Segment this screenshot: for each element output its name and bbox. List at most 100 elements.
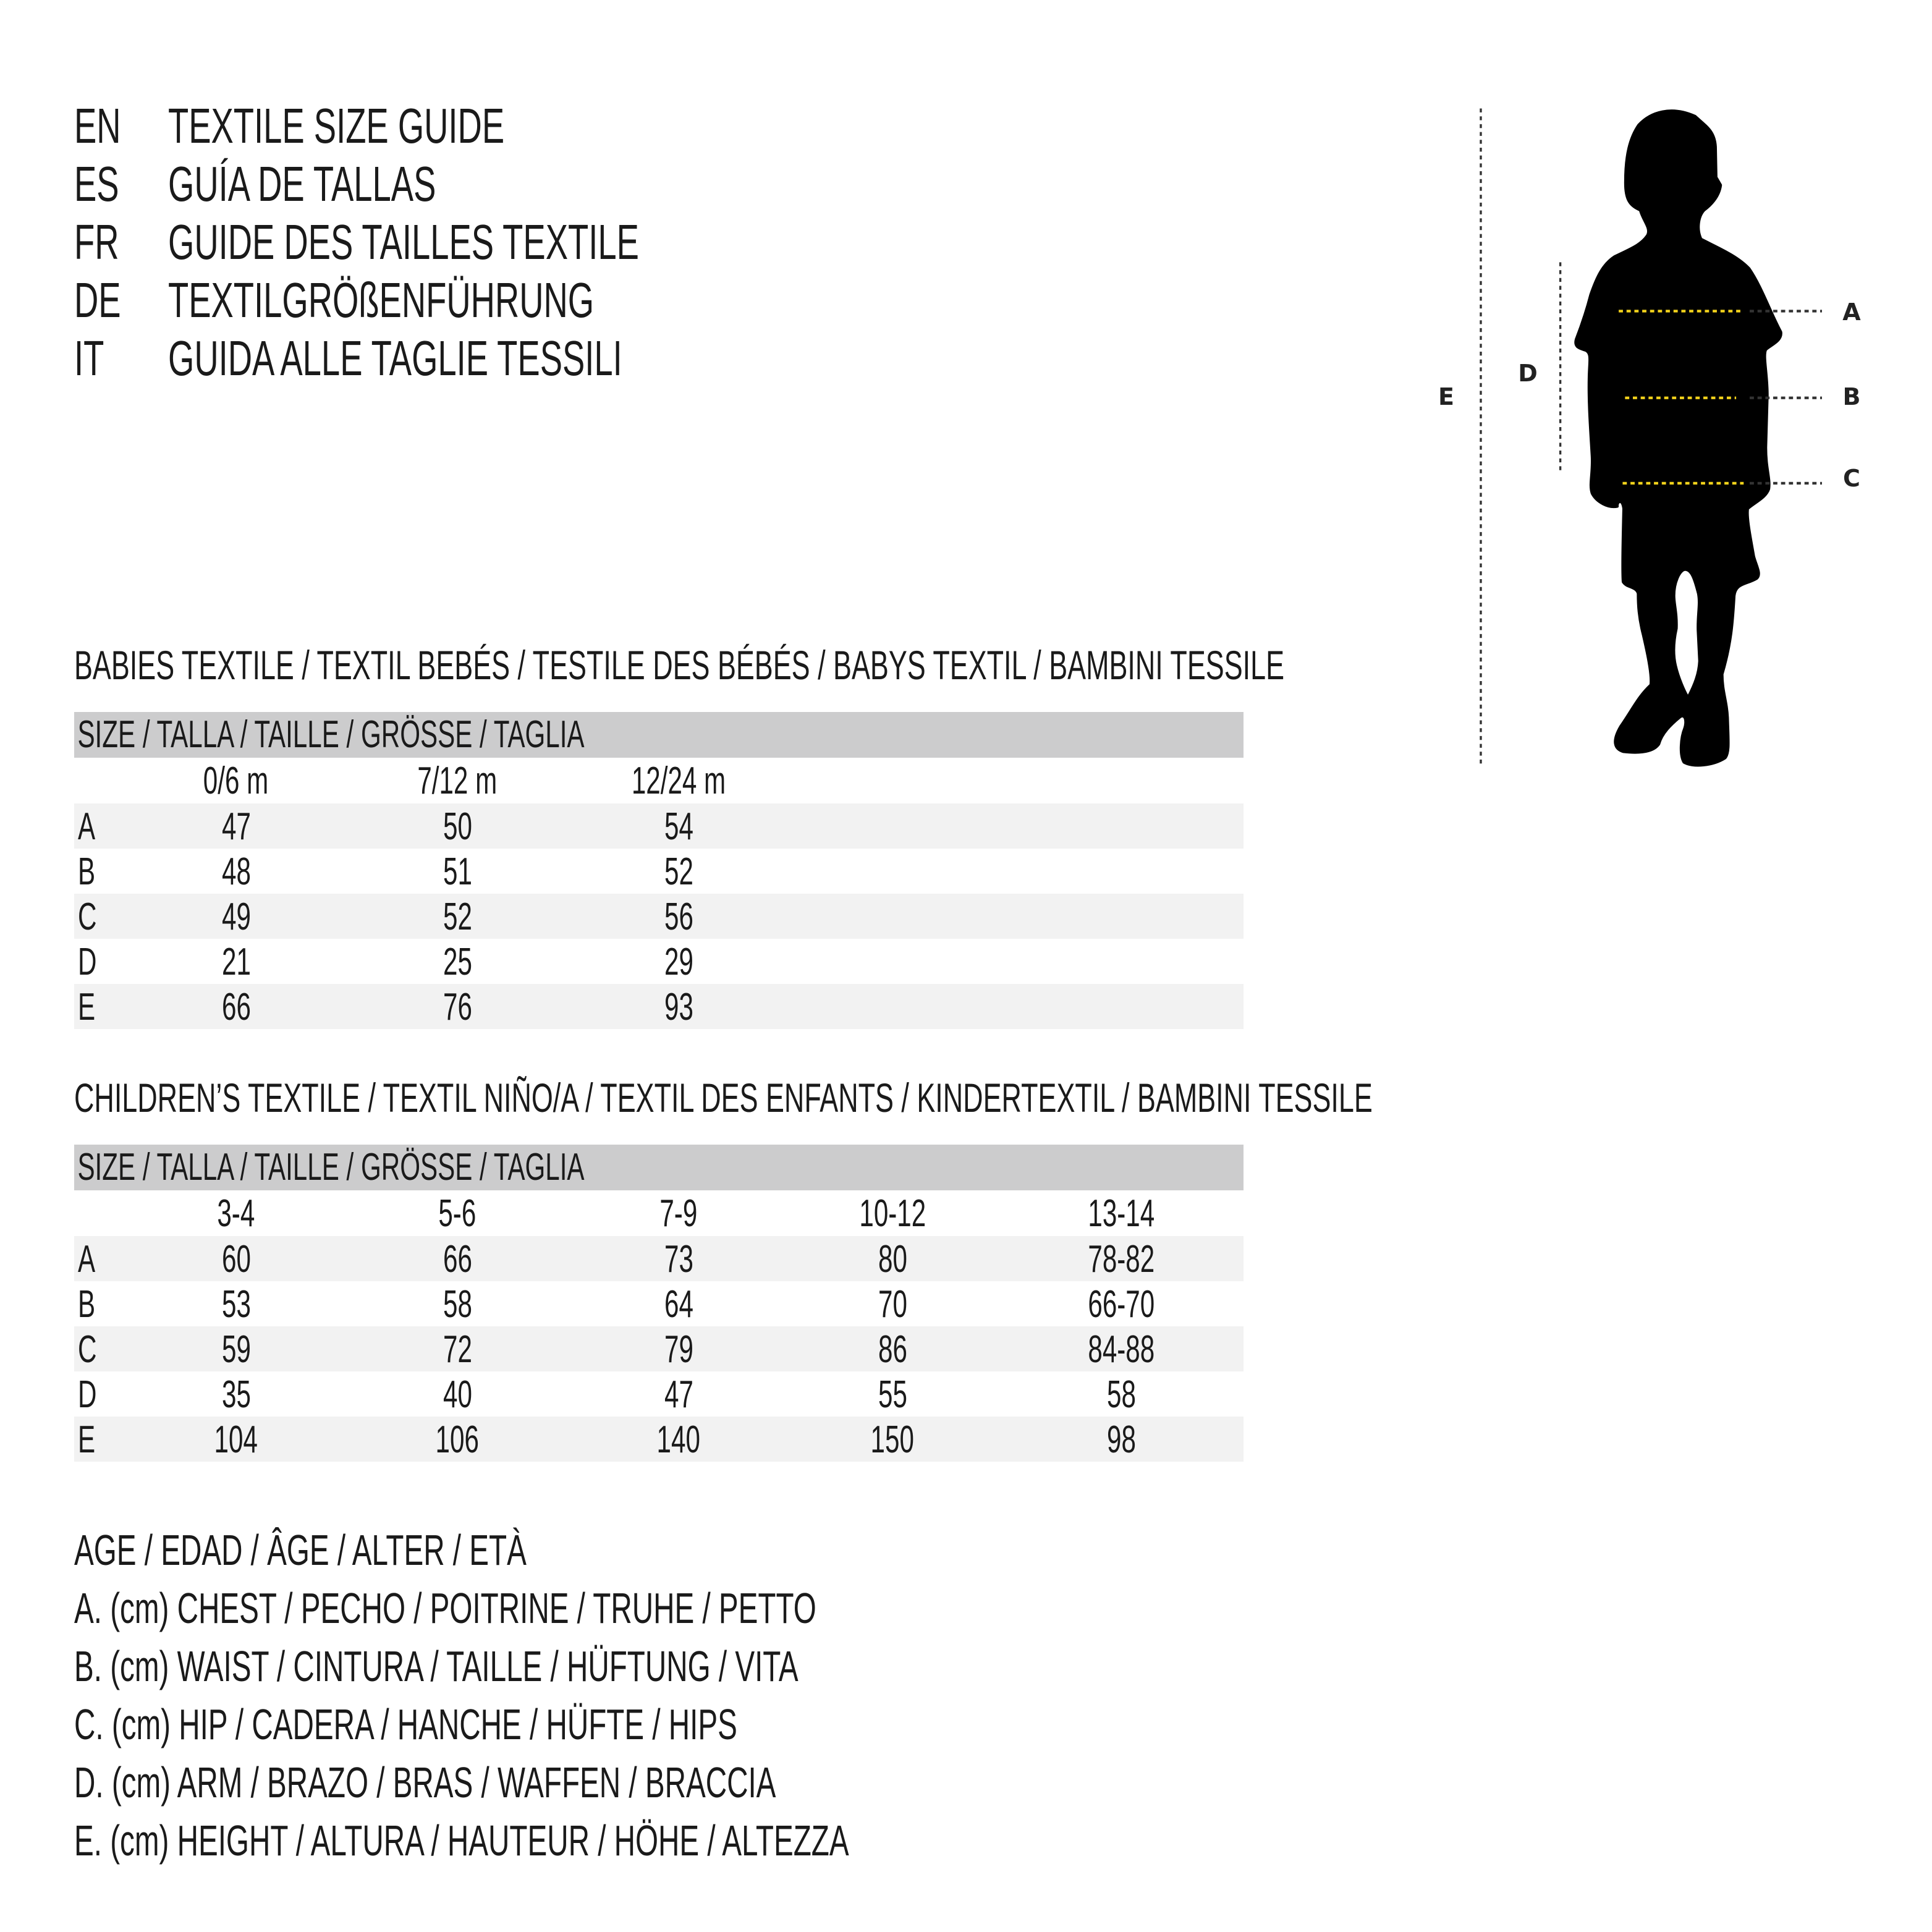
table-cell: 66 <box>365 1236 550 1281</box>
row-label-text: B <box>78 850 96 893</box>
cell-text: 66-70 <box>1088 1283 1155 1326</box>
table-cell: 25 <box>365 939 550 984</box>
column-header: 13-14 <box>1028 1190 1214 1235</box>
column-header-row: 0/6 m 7/12 m 12/24 m <box>74 758 1244 803</box>
cell-text: 25 <box>443 941 472 983</box>
label-b: B <box>1842 383 1861 410</box>
table-cell: 140 <box>586 1417 771 1462</box>
title-text: GUIDE DES TAILLES TEXTILE <box>168 214 639 269</box>
row-label-text: C <box>78 896 97 938</box>
table-cell: 60 <box>143 1236 329 1281</box>
table-cell: 84-88 <box>1028 1326 1214 1371</box>
cell-text: 76 <box>443 986 472 1028</box>
table-row: C 59 72 79 86 84-88 <box>74 1326 1244 1371</box>
cell-text: 58 <box>443 1283 472 1326</box>
cell-text: 93 <box>664 986 693 1028</box>
cell-text: 140 <box>656 1418 701 1461</box>
table-cell: 52 <box>586 849 771 894</box>
table-cell: 64 <box>586 1281 771 1326</box>
row-label-text: C <box>78 1328 97 1371</box>
table-cell: 93 <box>586 984 771 1029</box>
column-header: 12/24 m <box>586 758 771 803</box>
table-cell: 78-82 <box>1028 1236 1214 1281</box>
cell-text: 52 <box>664 850 693 893</box>
table-cell: 73 <box>586 1236 771 1281</box>
cell-text: 21 <box>221 941 251 983</box>
table-cell: 53 <box>143 1281 329 1326</box>
row-label: C <box>78 894 106 941</box>
table-cell: 55 <box>800 1371 985 1417</box>
legend-height: E. (cm) HEIGHT / ALTURA / HAUTEUR / HÖHE… <box>74 1816 849 1865</box>
table-cell: 54 <box>586 803 771 849</box>
table-row: E 104 106 140 150 98 <box>74 1417 1244 1462</box>
row-label: B <box>78 849 103 896</box>
cell-text: 35 <box>221 1373 251 1416</box>
label-e: E <box>1438 383 1454 410</box>
row-label-text: D <box>78 941 97 983</box>
table-cell: 72 <box>365 1326 550 1371</box>
row-label: D <box>78 939 106 986</box>
cell-text: 47 <box>664 1373 693 1416</box>
lang-code: ES <box>74 156 119 211</box>
legend-arm: D. (cm) ARM / BRAZO / BRAS / WAFFEN / BR… <box>74 1758 776 1807</box>
cell-text: 53 <box>221 1283 251 1326</box>
table-row: E 66 76 93 <box>74 984 1244 1029</box>
table-cell: 70 <box>800 1281 985 1326</box>
cell-text: 60 <box>221 1238 251 1281</box>
table-cell: 21 <box>143 939 329 984</box>
cell-text: 49 <box>221 896 251 938</box>
table-cell: 98 <box>1028 1417 1214 1462</box>
row-label: B <box>78 1281 103 1328</box>
cell-text: 150 <box>870 1418 915 1461</box>
cell-text: 72 <box>443 1328 472 1371</box>
lang-code: FR <box>74 214 119 269</box>
table-cell: 47 <box>143 803 329 849</box>
cell-text: 56 <box>664 896 693 938</box>
lang-code: DE <box>74 273 121 328</box>
cell-text: 79 <box>664 1328 693 1371</box>
table-cell: 48 <box>143 849 329 894</box>
column-header: 3-4 <box>143 1190 329 1235</box>
cell-text: 98 <box>1106 1418 1136 1461</box>
child-silhouette-icon <box>1574 109 1782 767</box>
table-row: B 48 51 52 <box>74 849 1244 894</box>
cell-text: 78-82 <box>1088 1238 1155 1281</box>
child-silhouette-figure <box>1480 108 1822 767</box>
cell-text: 55 <box>878 1373 907 1416</box>
cell-text: 12/24 m <box>631 760 726 802</box>
row-label-text: A <box>78 1238 96 1281</box>
lang-code: IT <box>74 331 104 386</box>
table-cell: 35 <box>143 1371 329 1417</box>
cell-text: 58 <box>1106 1373 1136 1416</box>
row-label: C <box>78 1326 106 1373</box>
row-label-text: D <box>78 1373 97 1416</box>
babies-size-header: SIZE / TALLA / TAILLE / GRÖSSE / TAGLIA <box>74 712 1244 758</box>
cell-text: 48 <box>221 850 251 893</box>
table-cell: 47 <box>586 1371 771 1417</box>
table-cell: 56 <box>586 894 771 939</box>
cell-text: 10-12 <box>859 1192 926 1235</box>
cell-text: 54 <box>664 805 693 848</box>
table-cell: 29 <box>586 939 771 984</box>
cell-text: 80 <box>878 1238 907 1281</box>
legend-hip: C. (cm) HIP / CADERA / HANCHE / HÜFTE / … <box>74 1700 737 1748</box>
cell-text: 73 <box>664 1238 693 1281</box>
table-cell: 79 <box>586 1326 771 1371</box>
table-cell: 66 <box>143 984 329 1029</box>
row-label: E <box>78 984 103 1031</box>
cell-text: 5-6 <box>438 1192 477 1235</box>
table-cell: 58 <box>1028 1371 1214 1417</box>
table-cell: 150 <box>800 1417 985 1462</box>
table-row: B 53 58 64 70 66-70 <box>74 1281 1244 1326</box>
table-cell: 86 <box>800 1326 985 1371</box>
column-header: 7/12 m <box>365 758 550 803</box>
table-cell: 49 <box>143 894 329 939</box>
legend-waist: B. (cm) WAIST / CINTURA / TAILLE / HÜFTU… <box>74 1642 799 1690</box>
table-cell: 51 <box>365 849 550 894</box>
cell-text: 7/12 m <box>417 760 498 802</box>
column-header: 0/6 m <box>143 758 329 803</box>
cell-text: 7-9 <box>659 1192 698 1235</box>
table-cell: 104 <box>143 1417 329 1462</box>
cell-text: 106 <box>435 1418 480 1461</box>
table-cell: 76 <box>365 984 550 1029</box>
